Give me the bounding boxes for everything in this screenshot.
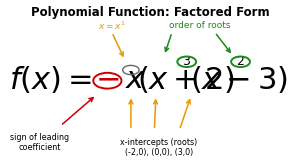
Text: $(x+2)$: $(x+2)$ (137, 65, 235, 96)
Text: $-$: $-$ (95, 67, 119, 95)
Text: sign of leading
coefficient: sign of leading coefficient (10, 133, 69, 152)
Text: order of roots: order of roots (169, 21, 231, 30)
Text: $(x-3)$: $(x-3)$ (190, 65, 288, 96)
Text: $x$: $x$ (125, 67, 146, 95)
Text: $f(x)=$: $f(x)=$ (9, 65, 92, 96)
Text: x-intercepts (roots)
(-2,0), (0,0), (3,0): x-intercepts (roots) (-2,0), (0,0), (3,0… (120, 138, 197, 157)
Text: Polynomial Function: Factored Form: Polynomial Function: Factored Form (31, 6, 269, 19)
Text: $x = x^1$: $x = x^1$ (98, 19, 126, 32)
Text: $2$: $2$ (236, 55, 245, 68)
Text: $3$: $3$ (182, 55, 191, 68)
